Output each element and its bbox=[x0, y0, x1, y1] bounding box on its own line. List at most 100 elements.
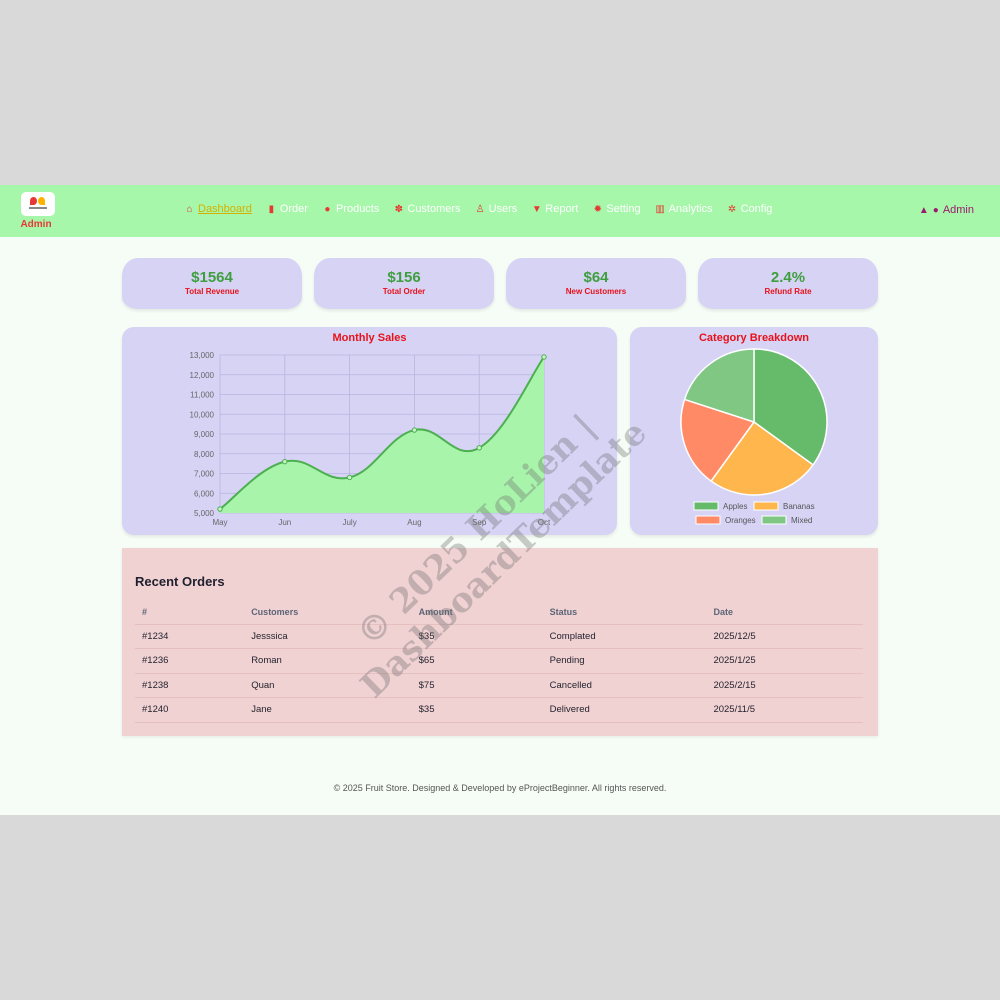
legend-label: Apples bbox=[723, 502, 747, 511]
legend-swatch bbox=[761, 515, 787, 525]
data-point bbox=[346, 474, 353, 481]
nav-item-label: Analytics bbox=[668, 203, 713, 215]
table-cell: Jane bbox=[244, 697, 412, 723]
column-header[interactable]: Customers bbox=[244, 600, 412, 625]
nav-item-label: Users bbox=[488, 203, 518, 215]
column-header[interactable]: Date bbox=[706, 600, 863, 625]
pie-slice-mixed bbox=[683, 348, 755, 424]
column-header[interactable]: Amount bbox=[411, 600, 543, 625]
stat-label: Total Revenue bbox=[184, 287, 240, 296]
pie-slice-apples bbox=[753, 348, 828, 466]
nav-item-label: Products bbox=[335, 203, 380, 215]
table-cell: #1238 bbox=[135, 673, 245, 698]
data-point bbox=[217, 506, 223, 512]
legend-swatch bbox=[753, 501, 779, 511]
nav-item-products[interactable]: ● Products bbox=[322, 203, 379, 215]
table-row[interactable]: #1238 Quan $75 Cancelled 2025/2/15 bbox=[135, 673, 863, 698]
fruit-store-logo bbox=[21, 192, 55, 216]
nav-item-users[interactable]: ♙ Users bbox=[475, 203, 518, 215]
nav-item-label: Config bbox=[740, 203, 773, 215]
stat-card: 2.4% Refund Rate bbox=[698, 258, 878, 309]
table-cell: Delivered bbox=[542, 697, 707, 723]
x-tick-label: May bbox=[212, 518, 227, 527]
table-row[interactable]: #1234 Jesssica $35 Complated 2025/12/5 bbox=[135, 624, 863, 649]
category-breakdown-title: Category Breakdown bbox=[698, 332, 810, 344]
filter-icon: ▼ bbox=[531, 203, 542, 215]
table-cell: $35 bbox=[411, 697, 543, 723]
y-tick-label: 5,000 bbox=[194, 509, 215, 518]
nav-item-label: Dashboard bbox=[198, 203, 252, 215]
legend-label: Bananas bbox=[783, 502, 815, 511]
column-header[interactable]: Status bbox=[542, 600, 707, 625]
table-cell: Pending bbox=[542, 648, 707, 674]
category-breakdown-card: Category Breakdown Apples Bananas Oranges M… bbox=[630, 327, 878, 535]
monthly-sales-card: Monthly Sales 5,000 6,000 7,000 8,000 9,000 1… bbox=[122, 327, 617, 535]
x-tick-label: Jun bbox=[278, 518, 291, 527]
brand-name: Admin bbox=[20, 219, 52, 230]
nav-item-order[interactable]: ▮ Order bbox=[266, 203, 308, 215]
data-point bbox=[541, 354, 547, 360]
home-icon: ⌂ bbox=[186, 203, 193, 215]
y-tick-label: 7,000 bbox=[194, 470, 215, 479]
orders-table: # Customers Amount Status Date #1234 Jesssica… bbox=[135, 600, 863, 723]
nav-item-dashboard[interactable]: ⌂ Dashboard bbox=[184, 203, 252, 215]
recent-orders-title: Recent Orders bbox=[135, 574, 225, 589]
legend-label: Mixed bbox=[791, 516, 812, 525]
user-name: Admin bbox=[942, 204, 974, 216]
x-tick-label: Aug bbox=[407, 518, 421, 527]
y-tick-label: 9,000 bbox=[194, 430, 215, 439]
table-cell: Quan bbox=[244, 673, 412, 698]
y-tick-label: 12,000 bbox=[190, 371, 215, 380]
nav-item-analytics[interactable]: ▥ Analytics bbox=[655, 203, 713, 215]
bar-chart-icon: ▥ bbox=[655, 203, 665, 215]
page: Admin ⌂ Dashboard ▮ Order ● Products ✽ Customer… bbox=[0, 185, 1000, 815]
bell-icon[interactable]: ▲ bbox=[918, 204, 929, 216]
table-row[interactable]: #1236 Roman $65 Pending 2025/1/25 bbox=[135, 648, 863, 674]
table-cell: Complated bbox=[542, 624, 707, 649]
column-header[interactable]: # bbox=[135, 600, 245, 625]
sales-area bbox=[220, 356, 544, 513]
table-row[interactable]: #1240 Jane $35 Delivered 2025/11/5 bbox=[135, 697, 863, 723]
table-cell: $75 bbox=[411, 673, 543, 698]
stat-value: $1564 bbox=[191, 269, 233, 286]
user-menu[interactable]: ▲ ● Admin bbox=[919, 204, 974, 216]
table-cell: $35 bbox=[411, 624, 543, 649]
table-cell: $65 bbox=[411, 648, 543, 674]
brand[interactable]: Admin bbox=[20, 192, 56, 230]
y-tick-label: 8,000 bbox=[194, 450, 215, 459]
nav-item-report[interactable]: ▼ Report bbox=[531, 203, 578, 215]
stat-value: $156 bbox=[387, 269, 421, 286]
table-cell: Cancelled bbox=[542, 673, 707, 698]
legend-swatch bbox=[693, 501, 719, 511]
legend-swatch bbox=[695, 515, 721, 525]
main-nav: ⌂ Dashboard ▮ Order ● Products ✽ Customers ♙ User… bbox=[184, 203, 772, 215]
table-cell: #1236 bbox=[135, 648, 245, 674]
table-cell: 2025/1/25 bbox=[706, 648, 863, 674]
navbar: Admin ⌂ Dashboard ▮ Order ● Products ✽ Customer… bbox=[0, 185, 1000, 237]
nav-item-label: Setting bbox=[606, 203, 641, 215]
nav-item-label: Customers bbox=[407, 203, 461, 215]
x-tick-label: Oct bbox=[538, 518, 551, 527]
table-cell: Jesssica bbox=[244, 624, 412, 649]
stat-label: Total Order bbox=[382, 287, 426, 296]
stat-card: $156 Total Order bbox=[314, 258, 494, 309]
nav-item-label: Order bbox=[279, 203, 308, 215]
pie-slice-oranges bbox=[680, 398, 756, 483]
table-cell: 2025/2/15 bbox=[706, 673, 863, 698]
stat-label: Refund Rate bbox=[764, 287, 812, 296]
data-point bbox=[282, 458, 288, 465]
category-breakdown-chart: Apples Bananas Oranges Mixed bbox=[680, 348, 828, 525]
table-cell: Roman bbox=[244, 648, 412, 674]
nav-item-customers[interactable]: ✽ Customers bbox=[393, 203, 461, 215]
table-cell: #1234 bbox=[135, 624, 245, 649]
footer: © 2025 Fruit Store. Designed & Developed… bbox=[333, 783, 667, 793]
nav-item-setting[interactable]: ✹ Setting bbox=[592, 203, 641, 215]
user-icon: ♙ bbox=[475, 203, 485, 215]
stat-value: 2.4% bbox=[770, 269, 806, 286]
data-point bbox=[476, 445, 482, 451]
nav-item-config[interactable]: ✲ Config bbox=[727, 203, 773, 215]
data-point bbox=[411, 427, 418, 433]
y-tick-label: 10,000 bbox=[190, 410, 215, 419]
stat-cards: $1564 Total Revenue $156 Total Order $64 New … bbox=[122, 258, 878, 309]
x-tick-label: July bbox=[342, 518, 356, 527]
